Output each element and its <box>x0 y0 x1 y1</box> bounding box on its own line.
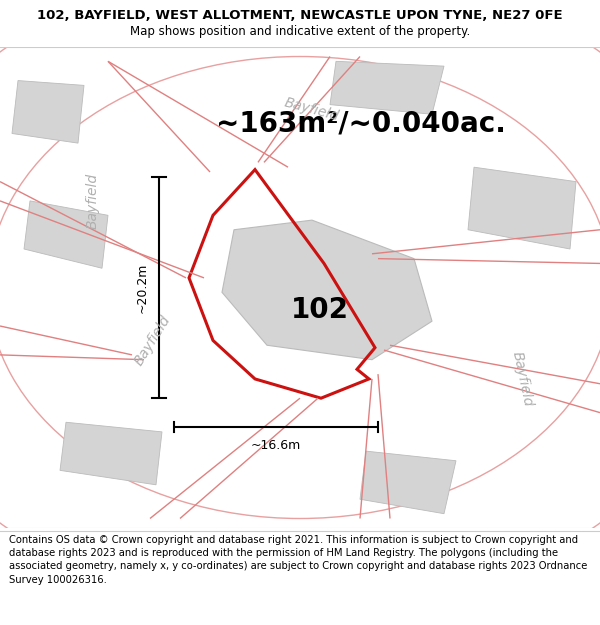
Text: 102, BAYFIELD, WEST ALLOTMENT, NEWCASTLE UPON TYNE, NE27 0FE: 102, BAYFIELD, WEST ALLOTMENT, NEWCASTLE… <box>37 9 563 22</box>
Text: Map shows position and indicative extent of the property.: Map shows position and indicative extent… <box>130 26 470 39</box>
Polygon shape <box>12 81 84 143</box>
Polygon shape <box>24 201 108 268</box>
Polygon shape <box>468 167 576 249</box>
Polygon shape <box>222 220 432 359</box>
Text: 102: 102 <box>291 296 349 324</box>
Text: ~20.2m: ~20.2m <box>135 262 148 312</box>
Text: Bayfield: Bayfield <box>86 173 100 229</box>
Polygon shape <box>330 61 444 114</box>
Text: Bayfield: Bayfield <box>509 350 535 408</box>
Polygon shape <box>60 422 162 485</box>
Text: ~16.6m: ~16.6m <box>251 439 301 452</box>
Text: Bayfield: Bayfield <box>283 96 341 124</box>
Text: Contains OS data © Crown copyright and database right 2021. This information is : Contains OS data © Crown copyright and d… <box>9 535 587 584</box>
Polygon shape <box>360 451 456 514</box>
Text: ~163m²/~0.040ac.: ~163m²/~0.040ac. <box>216 110 506 138</box>
Text: Bayfield: Bayfield <box>132 313 174 368</box>
